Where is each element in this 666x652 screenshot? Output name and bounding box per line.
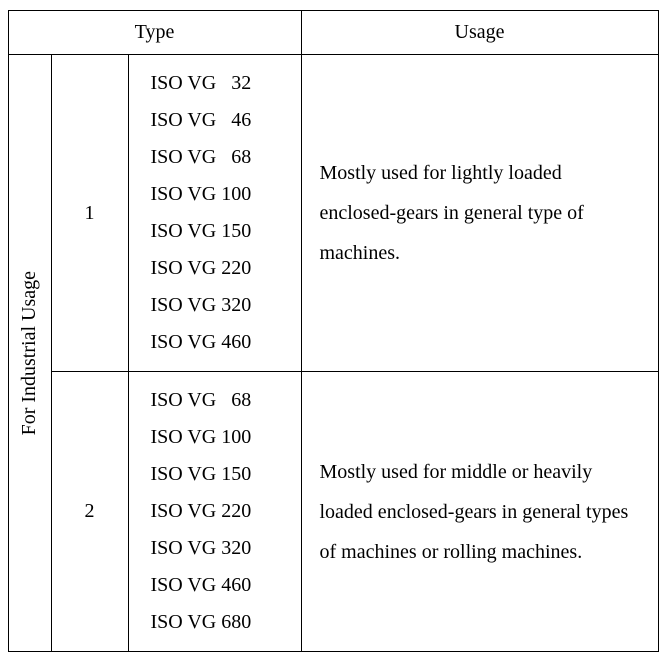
iso-grade: ISO VG 100 xyxy=(151,419,301,456)
type-number-2: 2 xyxy=(51,372,128,652)
header-row: Type Usage xyxy=(8,11,658,55)
header-usage: Usage xyxy=(301,11,658,55)
rowgroup-cell: For Industrial Usage xyxy=(8,55,51,652)
iso-grade: ISO VG 320 xyxy=(151,287,301,324)
iso-grade: ISO VG 220 xyxy=(151,250,301,287)
iso-grade: ISO VG 460 xyxy=(151,567,301,604)
lubricant-table: Type Usage For Industrial Usage 1 ISO VG… xyxy=(8,10,659,652)
iso-grade: ISO VG 150 xyxy=(151,213,301,250)
iso-grade: ISO VG 460 xyxy=(151,324,301,361)
iso-grade: ISO VG 46 xyxy=(151,102,301,139)
iso-grade: ISO VG 220 xyxy=(151,493,301,530)
usage-text-2: Mostly used for middle or heavily loaded… xyxy=(301,372,658,652)
iso-grade: ISO VG 100 xyxy=(151,176,301,213)
header-type: Type xyxy=(8,11,301,55)
table-row: For Industrial Usage 1 ISO VG 32ISO VG 4… xyxy=(8,55,658,372)
iso-grade: ISO VG 68 xyxy=(151,382,301,419)
iso-grade: ISO VG 150 xyxy=(151,456,301,493)
table-row: 2 ISO VG 68ISO VG 100ISO VG 150ISO VG 22… xyxy=(8,372,658,652)
iso-grade: ISO VG 68 xyxy=(151,139,301,176)
iso-grade: ISO VG 320 xyxy=(151,530,301,567)
iso-list-2: ISO VG 68ISO VG 100ISO VG 150ISO VG 220I… xyxy=(128,372,301,652)
iso-grade: ISO VG 680 xyxy=(151,604,301,641)
type-number-1: 1 xyxy=(51,55,128,372)
iso-grade: ISO VG 32 xyxy=(151,65,301,102)
rowgroup-label: For Industrial Usage xyxy=(18,271,41,435)
iso-list-1: ISO VG 32ISO VG 46ISO VG 68ISO VG 100ISO… xyxy=(128,55,301,372)
usage-text-1: Mostly used for lightly loaded enclosed-… xyxy=(301,55,658,372)
